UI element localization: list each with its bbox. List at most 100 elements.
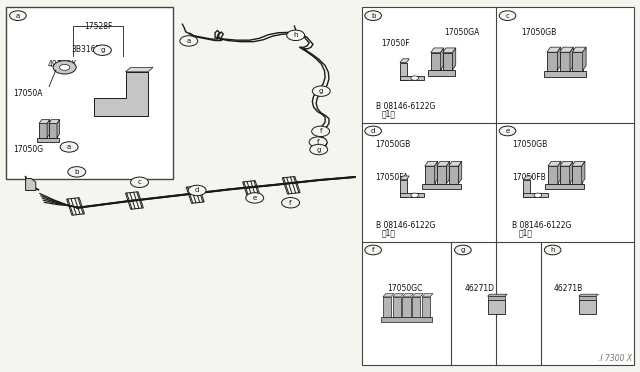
Circle shape: [60, 142, 78, 152]
Bar: [400, 193, 424, 197]
Polygon shape: [39, 119, 50, 124]
Text: h: h: [550, 247, 555, 253]
Polygon shape: [443, 48, 456, 53]
Bar: [449, 166, 458, 183]
Text: g: g: [317, 147, 321, 153]
Text: B 08146-6122G: B 08146-6122G: [376, 102, 435, 111]
Bar: [403, 297, 410, 317]
Polygon shape: [572, 47, 586, 52]
Bar: [36, 138, 60, 142]
Bar: [572, 166, 582, 183]
Circle shape: [287, 30, 305, 41]
Polygon shape: [548, 161, 561, 166]
Polygon shape: [547, 47, 561, 52]
Bar: [6, 7, 173, 179]
Circle shape: [93, 45, 111, 55]
Polygon shape: [452, 48, 456, 70]
Circle shape: [365, 245, 381, 255]
Bar: [547, 52, 557, 71]
Bar: [39, 124, 47, 138]
Bar: [381, 317, 433, 322]
Text: e: e: [253, 195, 257, 201]
Circle shape: [53, 61, 76, 74]
Polygon shape: [559, 47, 573, 52]
Text: c: c: [506, 13, 509, 19]
Text: 17050F: 17050F: [381, 39, 410, 48]
Bar: [488, 300, 505, 314]
Text: c: c: [138, 179, 141, 185]
Text: 17050GA: 17050GA: [445, 28, 480, 37]
Polygon shape: [579, 294, 598, 296]
Polygon shape: [560, 161, 573, 166]
Circle shape: [180, 36, 198, 46]
Bar: [559, 52, 570, 71]
Text: （1）: （1）: [382, 110, 396, 119]
Polygon shape: [557, 161, 561, 183]
Bar: [545, 183, 584, 189]
Polygon shape: [431, 48, 444, 53]
Text: g: g: [461, 247, 465, 253]
Text: B 08146-6122G: B 08146-6122G: [512, 221, 572, 230]
Text: a: a: [16, 13, 20, 19]
Polygon shape: [383, 294, 394, 297]
Text: b: b: [371, 13, 375, 19]
Circle shape: [312, 86, 330, 96]
Polygon shape: [557, 47, 561, 71]
Bar: [412, 297, 420, 317]
Text: （1）: （1）: [518, 229, 532, 238]
Text: f: f: [317, 139, 319, 145]
Text: 17050FB: 17050FB: [512, 173, 546, 182]
Circle shape: [365, 126, 381, 136]
Polygon shape: [523, 176, 532, 180]
Polygon shape: [125, 67, 153, 72]
Bar: [431, 53, 440, 70]
Circle shape: [312, 126, 330, 137]
Text: 17050GB: 17050GB: [522, 28, 557, 37]
Circle shape: [188, 185, 206, 196]
Text: 3B316E: 3B316E: [72, 45, 101, 54]
Bar: [579, 300, 596, 314]
Text: 17050G: 17050G: [13, 145, 43, 154]
Polygon shape: [393, 294, 404, 297]
Polygon shape: [49, 119, 60, 124]
Polygon shape: [582, 47, 586, 71]
Polygon shape: [458, 161, 461, 183]
Polygon shape: [570, 47, 573, 71]
Polygon shape: [572, 161, 585, 166]
Text: 17528F: 17528F: [84, 22, 112, 31]
Text: g: g: [100, 47, 104, 53]
Bar: [393, 297, 401, 317]
Bar: [400, 62, 406, 80]
Polygon shape: [26, 179, 36, 190]
Text: f: f: [319, 128, 322, 134]
Circle shape: [544, 245, 561, 255]
Circle shape: [10, 11, 26, 20]
Text: f: f: [289, 200, 292, 206]
Text: h: h: [293, 32, 298, 38]
Text: 49728X: 49728X: [48, 60, 77, 68]
Circle shape: [365, 11, 381, 20]
Text: 46271B: 46271B: [554, 284, 583, 293]
Text: a: a: [67, 144, 71, 150]
Text: 17050GB: 17050GB: [512, 140, 547, 148]
Polygon shape: [400, 176, 409, 180]
Bar: [422, 183, 461, 189]
Text: B 08146-6122G: B 08146-6122G: [376, 221, 435, 230]
Circle shape: [411, 76, 419, 80]
Bar: [488, 296, 505, 300]
Polygon shape: [449, 161, 461, 166]
Circle shape: [454, 245, 471, 255]
Bar: [428, 70, 455, 76]
Polygon shape: [93, 72, 148, 116]
Bar: [443, 53, 452, 70]
Text: 17050GC: 17050GC: [387, 284, 422, 293]
Polygon shape: [412, 294, 423, 297]
Circle shape: [310, 144, 328, 155]
Text: 17050GB: 17050GB: [376, 140, 411, 148]
Bar: [523, 180, 530, 197]
Bar: [572, 52, 582, 71]
Polygon shape: [422, 294, 433, 297]
Polygon shape: [47, 119, 50, 138]
Polygon shape: [582, 161, 585, 183]
Circle shape: [131, 177, 148, 187]
